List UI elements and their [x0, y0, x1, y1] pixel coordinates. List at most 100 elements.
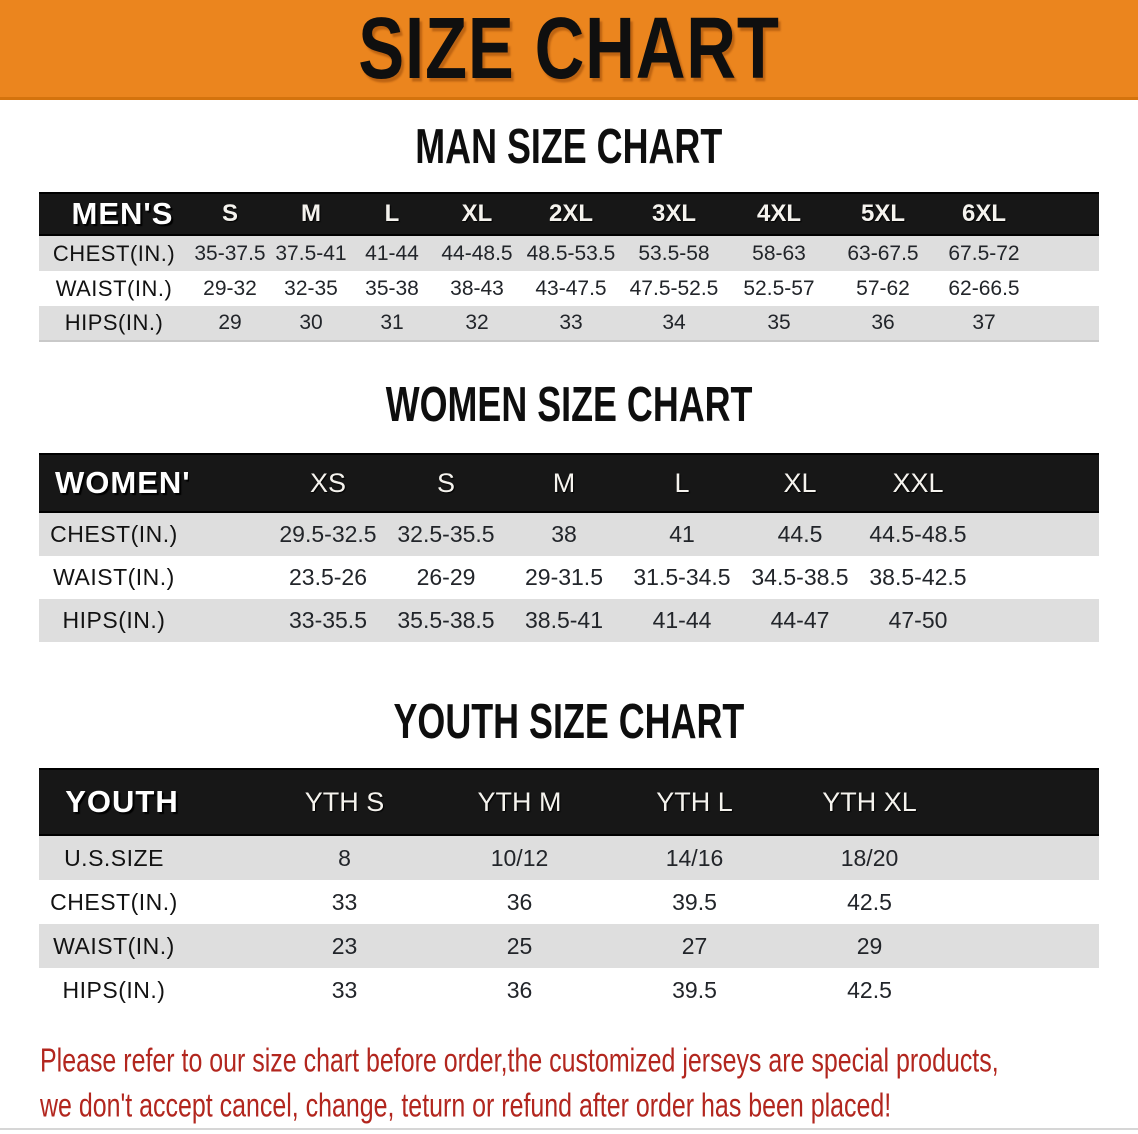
spacer-cell [189, 924, 257, 968]
banner-title: SIZE CHART [358, 0, 780, 97]
size-header-cell: M [301, 200, 321, 227]
men-row-waist-in: WAIST(IN.) 29-32 32-35 35-38 38-43 43-47.5 47.… [39, 271, 1099, 306]
value-cell: 58-63 [752, 241, 806, 265]
size-header-cell: S [436, 467, 455, 498]
size-header-cell: 2XL [548, 200, 593, 227]
disclaimer: Please refer to our size chart before or… [40, 1038, 1138, 1128]
size-header-cell: XXL [892, 467, 944, 498]
row-label: HIPS(IN.) [62, 976, 166, 1003]
value-cell: 42.5 [847, 976, 892, 1003]
youth-header-row: YOUTH YTH S YTH M YTH L YTH XL [39, 768, 1099, 836]
value-cell: 25 [506, 932, 533, 959]
value-cell: 34.5-38.5 [751, 564, 849, 590]
value-cell: 35 [767, 311, 791, 334]
spacer-cell [189, 599, 269, 642]
value-cell: 47-50 [888, 607, 948, 633]
row-label: WAIST(IN.) [53, 564, 175, 590]
men-size-table-holder: MEN'S S M L XL 2XL 3XL 4XL 5XL 6XL CHEST(IN.) 35-37… [39, 192, 1099, 342]
row-label: HIPS(IN.) [62, 607, 166, 633]
value-cell: 23 [331, 932, 358, 959]
spacer-cell [189, 556, 269, 599]
value-cell: 32 [465, 311, 489, 334]
value-cell: 29 [856, 932, 883, 959]
spacer-cell [1033, 236, 1099, 271]
women-section-heading: WOMEN SIZE CHART [0, 376, 1138, 432]
value-cell: 42.5 [847, 888, 892, 915]
spacer-cell [1033, 271, 1099, 306]
row-label: WAIST(IN.) [53, 932, 175, 959]
spacer-cell [189, 968, 257, 1012]
value-cell: 32.5-35.5 [397, 521, 495, 547]
men-row-hips-in: HIPS(IN.) 29 30 31 32 33 34 35 36 37 [39, 306, 1099, 341]
value-cell: 38 [551, 521, 577, 547]
value-cell: 30 [299, 311, 323, 334]
size-header-cell: XL [783, 467, 817, 498]
value-cell: 44.5-48.5 [869, 521, 967, 547]
women-group-label: WOMEN'S [55, 465, 189, 500]
size-header-cell: 4XL [756, 200, 801, 227]
bottom-rule [0, 1128, 1138, 1130]
youth-row-hips-in: HIPS(IN.) 33 36 39.5 42.5 [39, 968, 1099, 1012]
size-header-cell: XL [461, 200, 493, 227]
value-cell: 14/16 [665, 844, 724, 871]
value-cell: 38.5-41 [524, 607, 603, 633]
value-cell: 44.5 [777, 521, 823, 547]
size-header-cell: M [552, 467, 576, 498]
value-cell: 57-62 [856, 276, 910, 300]
value-cell: 53.5-58 [638, 241, 710, 265]
value-cell: 35-37.5 [194, 241, 266, 265]
spacer-cell [957, 836, 1099, 880]
banner: SIZE CHART [0, 0, 1138, 100]
value-cell: 33 [559, 311, 583, 334]
value-cell: 33-35.5 [288, 607, 367, 633]
value-cell: 38-43 [450, 276, 504, 300]
row-label: U.S.SIZE [64, 844, 164, 871]
youth-row-u-s-size: U.S.SIZE 8 10/12 14/16 18/20 [39, 836, 1099, 880]
women-row-hips-in: HIPS(IN.) 33-35.5 35.5-38.5 38.5-41 41-44 44-… [39, 599, 1099, 642]
spacer-cell [1033, 192, 1099, 236]
men-row-chest-in: CHEST(IN.) 35-37.5 37.5-41 41-44 44-48.5 48.5… [39, 236, 1099, 271]
value-cell: 35.5-38.5 [397, 607, 495, 633]
value-cell: 35-38 [365, 276, 419, 300]
spacer-cell [977, 453, 1099, 513]
disclaimer-line-2: we don't accept cancel, change, teturn o… [40, 1086, 892, 1124]
women-row-waist-in: WAIST(IN.) 23.5-26 26-29 29-31.5 31.5-34.5 34… [39, 556, 1099, 599]
value-cell: 33 [331, 976, 358, 1003]
spacer-cell [957, 968, 1099, 1012]
size-header-cell: 3XL [651, 200, 696, 227]
spacer-cell [189, 768, 257, 836]
spacer-cell [189, 513, 269, 556]
disclaimer-line-1: Please refer to our size chart before or… [40, 1041, 999, 1079]
size-header-cell: 6XL [961, 200, 1006, 227]
youth-row-chest-in: CHEST(IN.) 33 36 39.5 42.5 [39, 880, 1099, 924]
value-cell: 8 [338, 844, 351, 871]
value-cell: 41 [669, 521, 695, 547]
value-cell: 29-32 [203, 276, 257, 300]
size-header-cell: 5XL [860, 200, 905, 227]
youth-group-label: YOUTH [65, 784, 179, 819]
value-cell: 52.5-57 [743, 276, 815, 300]
women-size-table: WOMEN'S XS S M L XL XXL CHEST(IN.) 29.5-32.5 32.5… [39, 453, 1099, 642]
value-cell: 32-35 [284, 276, 338, 300]
size-header-cell: S [221, 200, 238, 227]
spacer-cell [977, 556, 1099, 599]
women-row-chest-in: CHEST(IN.) 29.5-32.5 32.5-35.5 38 41 44.5 44.5… [39, 513, 1099, 556]
youth-section-heading: YOUTH SIZE CHART [0, 697, 1138, 746]
women-section-heading-text: WOMEN SIZE CHART [385, 376, 753, 432]
spacer-cell [189, 836, 257, 880]
spacer-cell [957, 768, 1099, 836]
women-header-row: WOMEN'S XS S M L XL XXL [39, 453, 1099, 513]
row-label: WAIST(IN.) [55, 275, 173, 301]
size-header-cell: YTH M [477, 786, 562, 817]
value-cell: 48.5-53.5 [526, 241, 616, 265]
youth-size-table: YOUTH YTH S YTH M YTH L YTH XL U.S.SIZE 8 10/12… [39, 768, 1099, 1012]
men-header-row: MEN'S S M L XL 2XL 3XL 4XL 5XL 6XL [39, 192, 1099, 236]
youth-size-table-holder: YOUTH YTH S YTH M YTH L YTH XL U.S.SIZE 8 10/12… [39, 768, 1099, 1012]
size-charts: MAN SIZE CHART MEN'S S M L XL 2XL 3XL 4XL 5XL 6XL… [0, 122, 1138, 1012]
value-cell: 41-44 [365, 241, 419, 265]
size-header-cell: YTH L [656, 786, 733, 817]
spacer-cell [1033, 306, 1099, 341]
spacer-cell [189, 453, 269, 513]
value-cell: 44-48.5 [441, 241, 513, 265]
value-cell: 27 [681, 932, 708, 959]
